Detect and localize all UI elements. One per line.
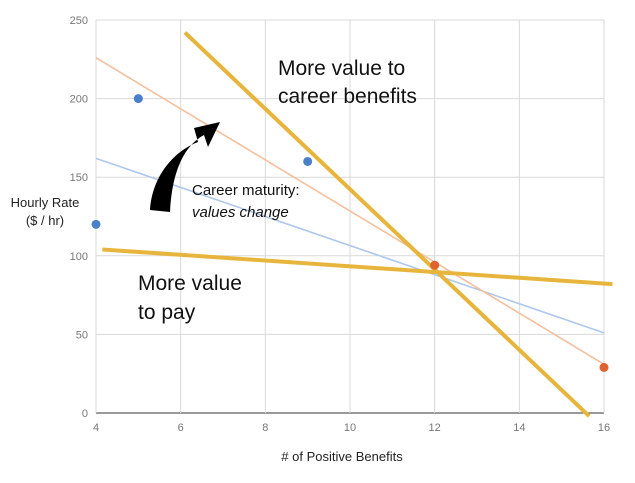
pay-annotation-line-1: More value	[138, 272, 242, 295]
y-tick-label-200: 200	[70, 94, 88, 106]
data-point-series-2-2	[599, 362, 609, 372]
pay-line	[102, 247, 613, 287]
axes: 0 50 100 150 200 250 4 6 8 10 12 14 16	[70, 15, 610, 434]
pay-annotation-line-2: to pay	[138, 301, 196, 324]
data-point-series-2-1	[430, 260, 440, 270]
y-tick-label-100: 100	[70, 251, 88, 263]
career-benefits-annotation-line-1: More value to	[278, 57, 405, 80]
career-benefits-line	[183, 31, 591, 418]
x-tick-label-16: 16	[598, 422, 610, 434]
x-tick-label-4: 4	[93, 422, 99, 434]
x-tick-label-10: 10	[344, 422, 356, 434]
x-tick-label-8: 8	[262, 422, 268, 434]
trendline-series-2	[95, 57, 605, 365]
y-tick-label-0: 0	[82, 408, 88, 420]
y-tick-label-250: 250	[70, 15, 88, 27]
y-tick-label-50: 50	[76, 329, 88, 341]
y-axis-label-line-1: Hourly Rate	[11, 195, 80, 210]
career-maturity-annotation-line-1: Career maturity:	[192, 182, 300, 199]
data-points	[91, 94, 609, 372]
trendline-series-1	[95, 157, 605, 334]
data-point-series-1-1	[91, 219, 101, 229]
career-maturity-arrow	[150, 122, 220, 212]
overlay-lines	[102, 31, 613, 418]
trendlines	[95, 57, 605, 365]
y-tick-label-150: 150	[70, 172, 88, 184]
x-tick-label-14: 14	[513, 422, 525, 434]
career-maturity-annotation-line-2: values change	[192, 204, 289, 221]
x-tick-label-6: 6	[178, 422, 184, 434]
data-point-series-1-2	[133, 94, 143, 104]
data-point-series-1-3	[303, 156, 313, 166]
x-tick-label-12: 12	[429, 422, 441, 434]
y-axis-label-line-2: ($ / hr)	[26, 213, 64, 228]
x-axis-label: # of Positive Benefits	[281, 449, 403, 464]
career-benefits-annotation-line-2: career benefits	[278, 85, 417, 108]
